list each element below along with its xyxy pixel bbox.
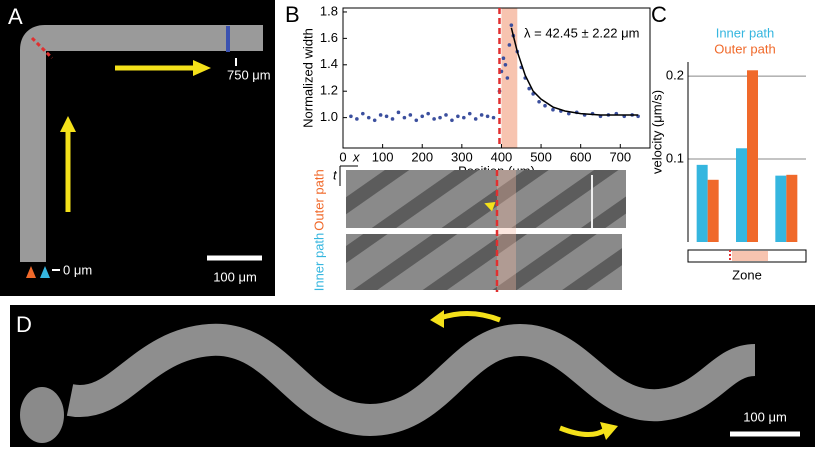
- plot-frame: [342, 7, 651, 149]
- arrow: [193, 60, 211, 76]
- y-tick-label: 0.2: [666, 68, 684, 83]
- arrowhead: [26, 266, 36, 278]
- point: [509, 23, 514, 27]
- x-tick-label: 600: [570, 149, 592, 164]
- zone: [732, 251, 768, 261]
- point: [537, 99, 541, 104]
- point: [361, 111, 365, 116]
- panel-label: C: [651, 2, 667, 27]
- arrowhead: [40, 266, 50, 278]
- point: [372, 118, 377, 123]
- scale-label: 100 μm: [743, 409, 787, 424]
- y-tick-label: 1.8: [320, 3, 338, 18]
- y-tick-label: 1.6: [320, 30, 338, 45]
- point: [551, 107, 555, 112]
- x-axis-label: Zone: [732, 267, 762, 282]
- x-tick-label: 100: [372, 149, 394, 164]
- point: [396, 110, 401, 115]
- kymo-label: Outer path: [311, 169, 326, 230]
- y-axis-label: velocity (μm/s): [649, 90, 664, 174]
- marker: [30, 36, 54, 60]
- point: [408, 113, 413, 117]
- point: [420, 114, 425, 119]
- x-tick-label: 200: [411, 149, 433, 164]
- point: [402, 115, 407, 120]
- zone: [497, 170, 516, 290]
- fit-line: [510, 27, 639, 116]
- point: [566, 111, 571, 116]
- point: [366, 115, 371, 120]
- x-tick-label: 0: [339, 149, 346, 164]
- channel: [66, 323, 757, 437]
- point: [426, 111, 430, 116]
- panel-label: A: [8, 4, 23, 29]
- point: [462, 115, 466, 120]
- y-tick-label: 1.2: [320, 83, 338, 98]
- scatter-chart: 01002003004005006007001.01.21.41.61.8Pos…: [300, 3, 651, 178]
- bar: [786, 174, 798, 242]
- point: [378, 113, 383, 117]
- point: [349, 114, 353, 119]
- bar: [707, 179, 719, 242]
- annotation: λ = 42.45 ± 2.22 μm: [524, 25, 639, 40]
- scale-label: 100 μm: [213, 269, 257, 284]
- point: [414, 118, 419, 123]
- point: [507, 43, 512, 47]
- zone: [501, 8, 518, 148]
- kymograph: [346, 234, 622, 290]
- kymograph: [346, 170, 626, 228]
- point: [432, 117, 436, 121]
- bar: [736, 148, 747, 242]
- arrow: [559, 425, 607, 437]
- x-tick-label: 300: [451, 149, 473, 164]
- point: [503, 62, 508, 67]
- x-tick-label: 500: [530, 149, 552, 164]
- point: [390, 117, 395, 121]
- legend-entry: Inner path: [716, 25, 775, 40]
- x-tick-label: 400: [491, 149, 513, 164]
- axis-label: t: [333, 167, 338, 182]
- arrow: [60, 116, 76, 132]
- point: [501, 56, 506, 60]
- y-axis-label: Normalized width: [300, 28, 315, 128]
- panel-label: B: [285, 2, 300, 27]
- point: [438, 115, 442, 120]
- y-tick-label: 1.4: [320, 56, 338, 71]
- point: [491, 115, 496, 120]
- point: [505, 76, 510, 80]
- bar: [696, 164, 708, 242]
- arrow: [430, 310, 444, 328]
- point: [473, 117, 478, 121]
- arrow: [439, 311, 501, 323]
- point: [479, 113, 484, 117]
- kymo-label: Inner path: [311, 233, 326, 292]
- point: [485, 114, 490, 119]
- point: [467, 111, 472, 116]
- axis-label: x: [352, 149, 360, 164]
- scale-label: 750 μm: [227, 67, 271, 82]
- bar: [747, 70, 758, 243]
- y-tick-label: 1.0: [320, 109, 338, 124]
- point: [450, 118, 454, 123]
- point: [527, 86, 531, 91]
- y-tick-label: 0.1: [666, 150, 684, 165]
- arrowhead: [484, 202, 496, 212]
- channel: [20, 25, 263, 262]
- legend-entry: Outer path: [714, 41, 775, 56]
- point: [355, 117, 359, 121]
- debris: [20, 387, 64, 443]
- point: [543, 103, 547, 108]
- bar: [775, 175, 787, 242]
- point: [456, 114, 460, 119]
- arrow: [600, 422, 618, 440]
- scale-label: 0 μm: [63, 262, 92, 277]
- point: [384, 114, 389, 119]
- point: [444, 113, 448, 117]
- panel-label: D: [16, 312, 32, 337]
- x-tick-label: 700: [609, 149, 631, 164]
